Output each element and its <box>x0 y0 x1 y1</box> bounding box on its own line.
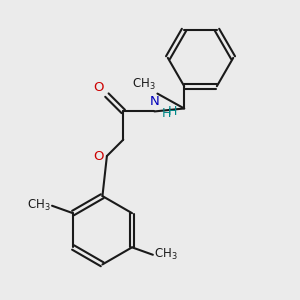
Text: CH$_3$: CH$_3$ <box>154 247 178 262</box>
Text: H: H <box>167 105 177 118</box>
Text: N: N <box>150 94 159 108</box>
Text: O: O <box>93 150 103 164</box>
Text: CH$_3$: CH$_3$ <box>27 198 51 213</box>
Text: O: O <box>93 81 103 94</box>
Text: H: H <box>162 107 171 120</box>
Text: CH$_3$: CH$_3$ <box>132 77 156 92</box>
